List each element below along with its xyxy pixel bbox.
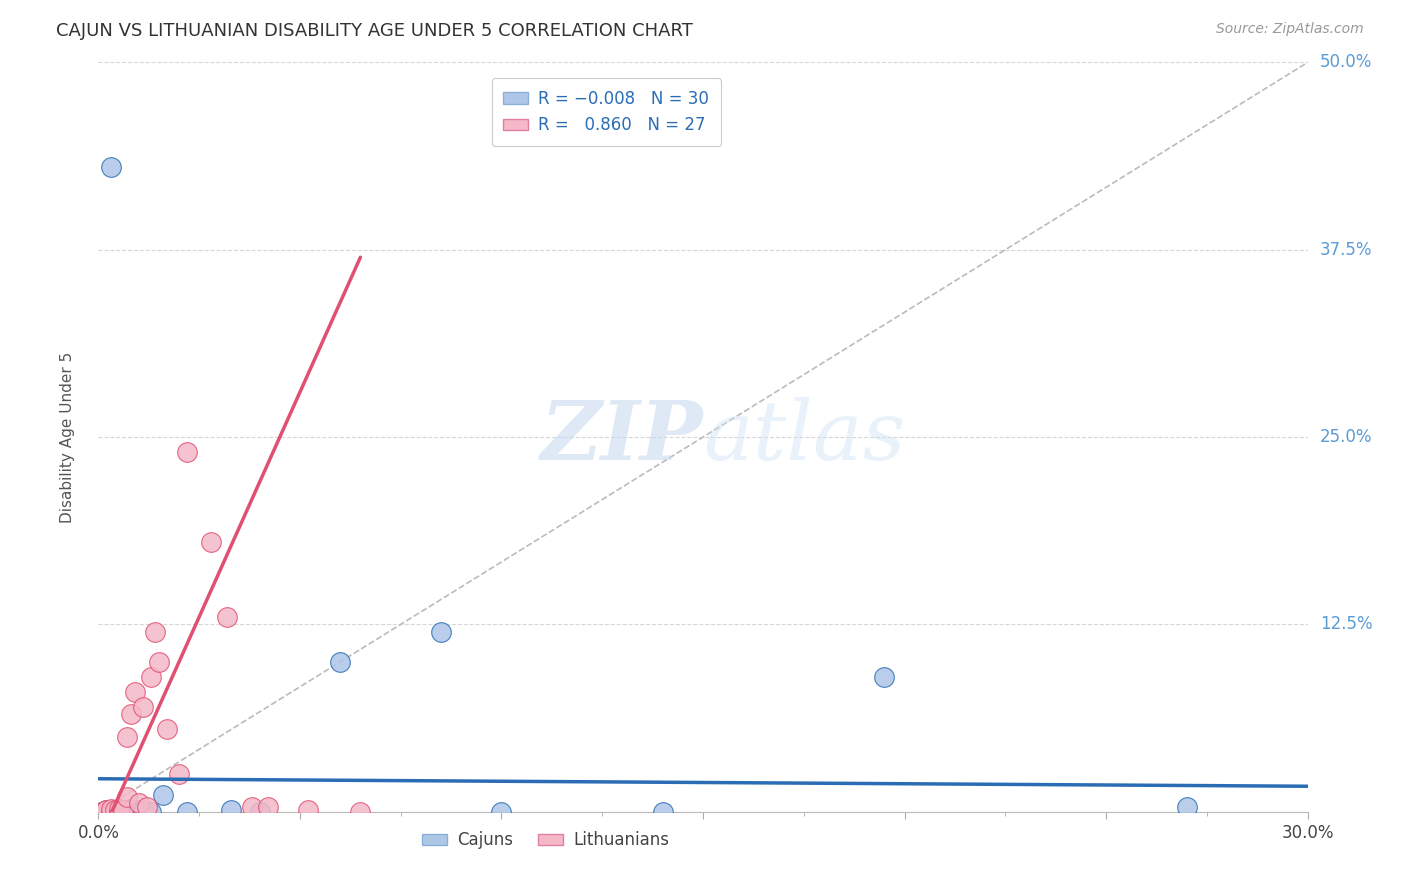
Point: [240, 800, 263, 814]
Point: [100, 805, 122, 819]
Point: [124, 685, 146, 699]
Point: [100, 802, 122, 816]
Point: [128, 796, 150, 810]
Point: [152, 789, 174, 803]
Point: [873, 670, 896, 684]
Point: [156, 723, 179, 737]
Point: [107, 802, 129, 816]
Point: [100, 805, 122, 819]
Text: 25.0%: 25.0%: [1320, 428, 1372, 446]
Text: 12.5%: 12.5%: [1320, 615, 1372, 633]
Point: [111, 803, 134, 817]
Point: [91, 805, 114, 819]
Text: 50.0%: 50.0%: [1320, 54, 1372, 71]
Point: [139, 670, 162, 684]
Point: [430, 624, 453, 639]
Text: atlas: atlas: [703, 397, 905, 477]
Point: [120, 707, 142, 722]
Y-axis label: Disability Age Under 5: Disability Age Under 5: [60, 351, 75, 523]
Point: [124, 805, 146, 819]
Point: [103, 805, 125, 819]
Point: [111, 805, 134, 819]
Point: [96, 805, 118, 819]
Point: [217, 610, 239, 624]
Text: CAJUN VS LITHUANIAN DISABILITY AGE UNDER 5 CORRELATION CHART: CAJUN VS LITHUANIAN DISABILITY AGE UNDER…: [56, 22, 693, 40]
Legend: Cajuns, Lithuanians: Cajuns, Lithuanians: [416, 824, 676, 855]
Point: [111, 803, 134, 817]
Point: [103, 803, 125, 817]
Point: [200, 535, 222, 549]
Point: [107, 802, 129, 816]
Point: [115, 805, 138, 819]
Point: [297, 803, 319, 817]
Point: [103, 803, 125, 817]
Point: [148, 655, 170, 669]
Point: [349, 805, 371, 819]
Point: [176, 445, 198, 459]
Point: [107, 805, 129, 819]
Point: [115, 789, 138, 804]
Text: ZIP: ZIP: [540, 397, 703, 477]
Point: [132, 699, 155, 714]
Point: [128, 805, 150, 819]
Point: [221, 803, 243, 817]
Point: [249, 805, 271, 819]
Point: [128, 803, 150, 817]
Point: [135, 800, 157, 814]
Point: [115, 730, 138, 744]
Text: 37.5%: 37.5%: [1320, 241, 1372, 259]
Point: [100, 161, 122, 175]
Text: Source: ZipAtlas.com: Source: ZipAtlas.com: [1216, 22, 1364, 37]
Point: [120, 802, 142, 816]
Point: [491, 805, 513, 819]
Point: [1175, 800, 1198, 814]
Point: [176, 805, 198, 819]
Point: [651, 805, 673, 819]
Point: [91, 805, 114, 819]
Point: [167, 767, 190, 781]
Point: [256, 800, 278, 814]
Point: [132, 805, 155, 819]
Point: [120, 805, 142, 819]
Point: [96, 803, 118, 817]
Point: [143, 624, 166, 639]
Point: [115, 803, 138, 817]
Point: [329, 655, 352, 669]
Point: [96, 803, 118, 817]
Point: [139, 805, 162, 819]
Point: [107, 805, 129, 819]
